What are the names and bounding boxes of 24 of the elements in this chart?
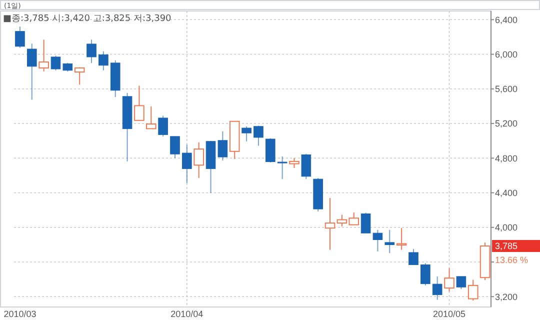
- x-tick-label: 2010/05: [432, 309, 466, 319]
- candlestick: [134, 85, 144, 121]
- y-tick-label: 4,400: [495, 188, 518, 198]
- candlestick: [289, 158, 300, 168]
- candlestick: [74, 66, 85, 86]
- candlestick: [324, 198, 336, 250]
- y-tick-label: 6,400: [495, 14, 518, 25]
- candlestick: [38, 39, 49, 72]
- chart-subtitle: ■종:3,785 시:3,420 고:3,825 저:3,390: [3, 14, 172, 24]
- candlestick: [468, 279, 478, 302]
- text: 13.66 %: [495, 255, 528, 266]
- y-tick-label: 3,200: [495, 292, 518, 302]
- y-tick-label: 5,200: [495, 118, 518, 129]
- candlestick: [444, 268, 454, 292]
- text: 3,785: [495, 241, 518, 252]
- candlestick: [146, 106, 156, 130]
- candlestick: [194, 142, 204, 179]
- y-tick-label: 4,800: [495, 153, 518, 164]
- x-tick-label: 2010/04: [170, 309, 204, 319]
- x-tick-label: 2010/03: [4, 309, 36, 319]
- y-tick-label: 5,600: [495, 84, 518, 94]
- candlestick: [396, 228, 407, 250]
- y-tick-label: 6,000: [495, 49, 518, 60]
- y-tick-label: 4,000: [495, 222, 518, 233]
